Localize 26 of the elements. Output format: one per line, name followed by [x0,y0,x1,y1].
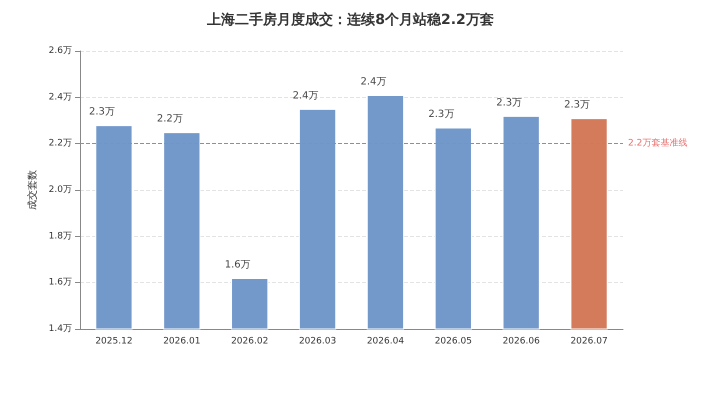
data-label: 2.3万 [496,97,522,108]
x-tick-label: 2026.02 [231,336,268,346]
y-tick-label: 1.6万 [48,278,72,288]
x-tick-label: 2025.12 [95,336,133,346]
y-tick-label: 2.6万 [48,46,72,56]
data-label: 2.3万 [428,108,454,120]
data-label: 2.3万 [564,100,590,111]
data-label: 2.4万 [292,90,319,102]
ref-line-label: 2.2万套基准线 [628,138,688,149]
x-tick-label: 2026.06 [502,336,540,346]
x-tick-label: 2026.04 [366,336,404,346]
data-label: 2.3万 [88,106,115,118]
y-tick-label: 2.4万 [48,92,72,102]
x-tick-label: 2026.05 [434,336,472,346]
y-tick-label: 2.0万 [48,185,72,195]
data-label: 2.4万 [360,76,386,88]
y-axis-title: 成交套数 [26,170,38,210]
x-tick-label: 2026.07 [570,336,608,346]
data-label: 1.6万 [224,260,251,271]
data-label: 2.2万 [156,114,183,125]
y-tick-label: 2.2万 [48,138,72,149]
x-tick-label: 2026.01 [163,336,200,346]
chart-title: 上海二手房月度成交：连续8个月站稳2.2万套 [206,11,494,28]
y-tick-label: 1.8万 [48,231,72,242]
x-tick-label: 2026.03 [298,336,336,346]
y-tick-label: 1.4万 [48,324,72,334]
